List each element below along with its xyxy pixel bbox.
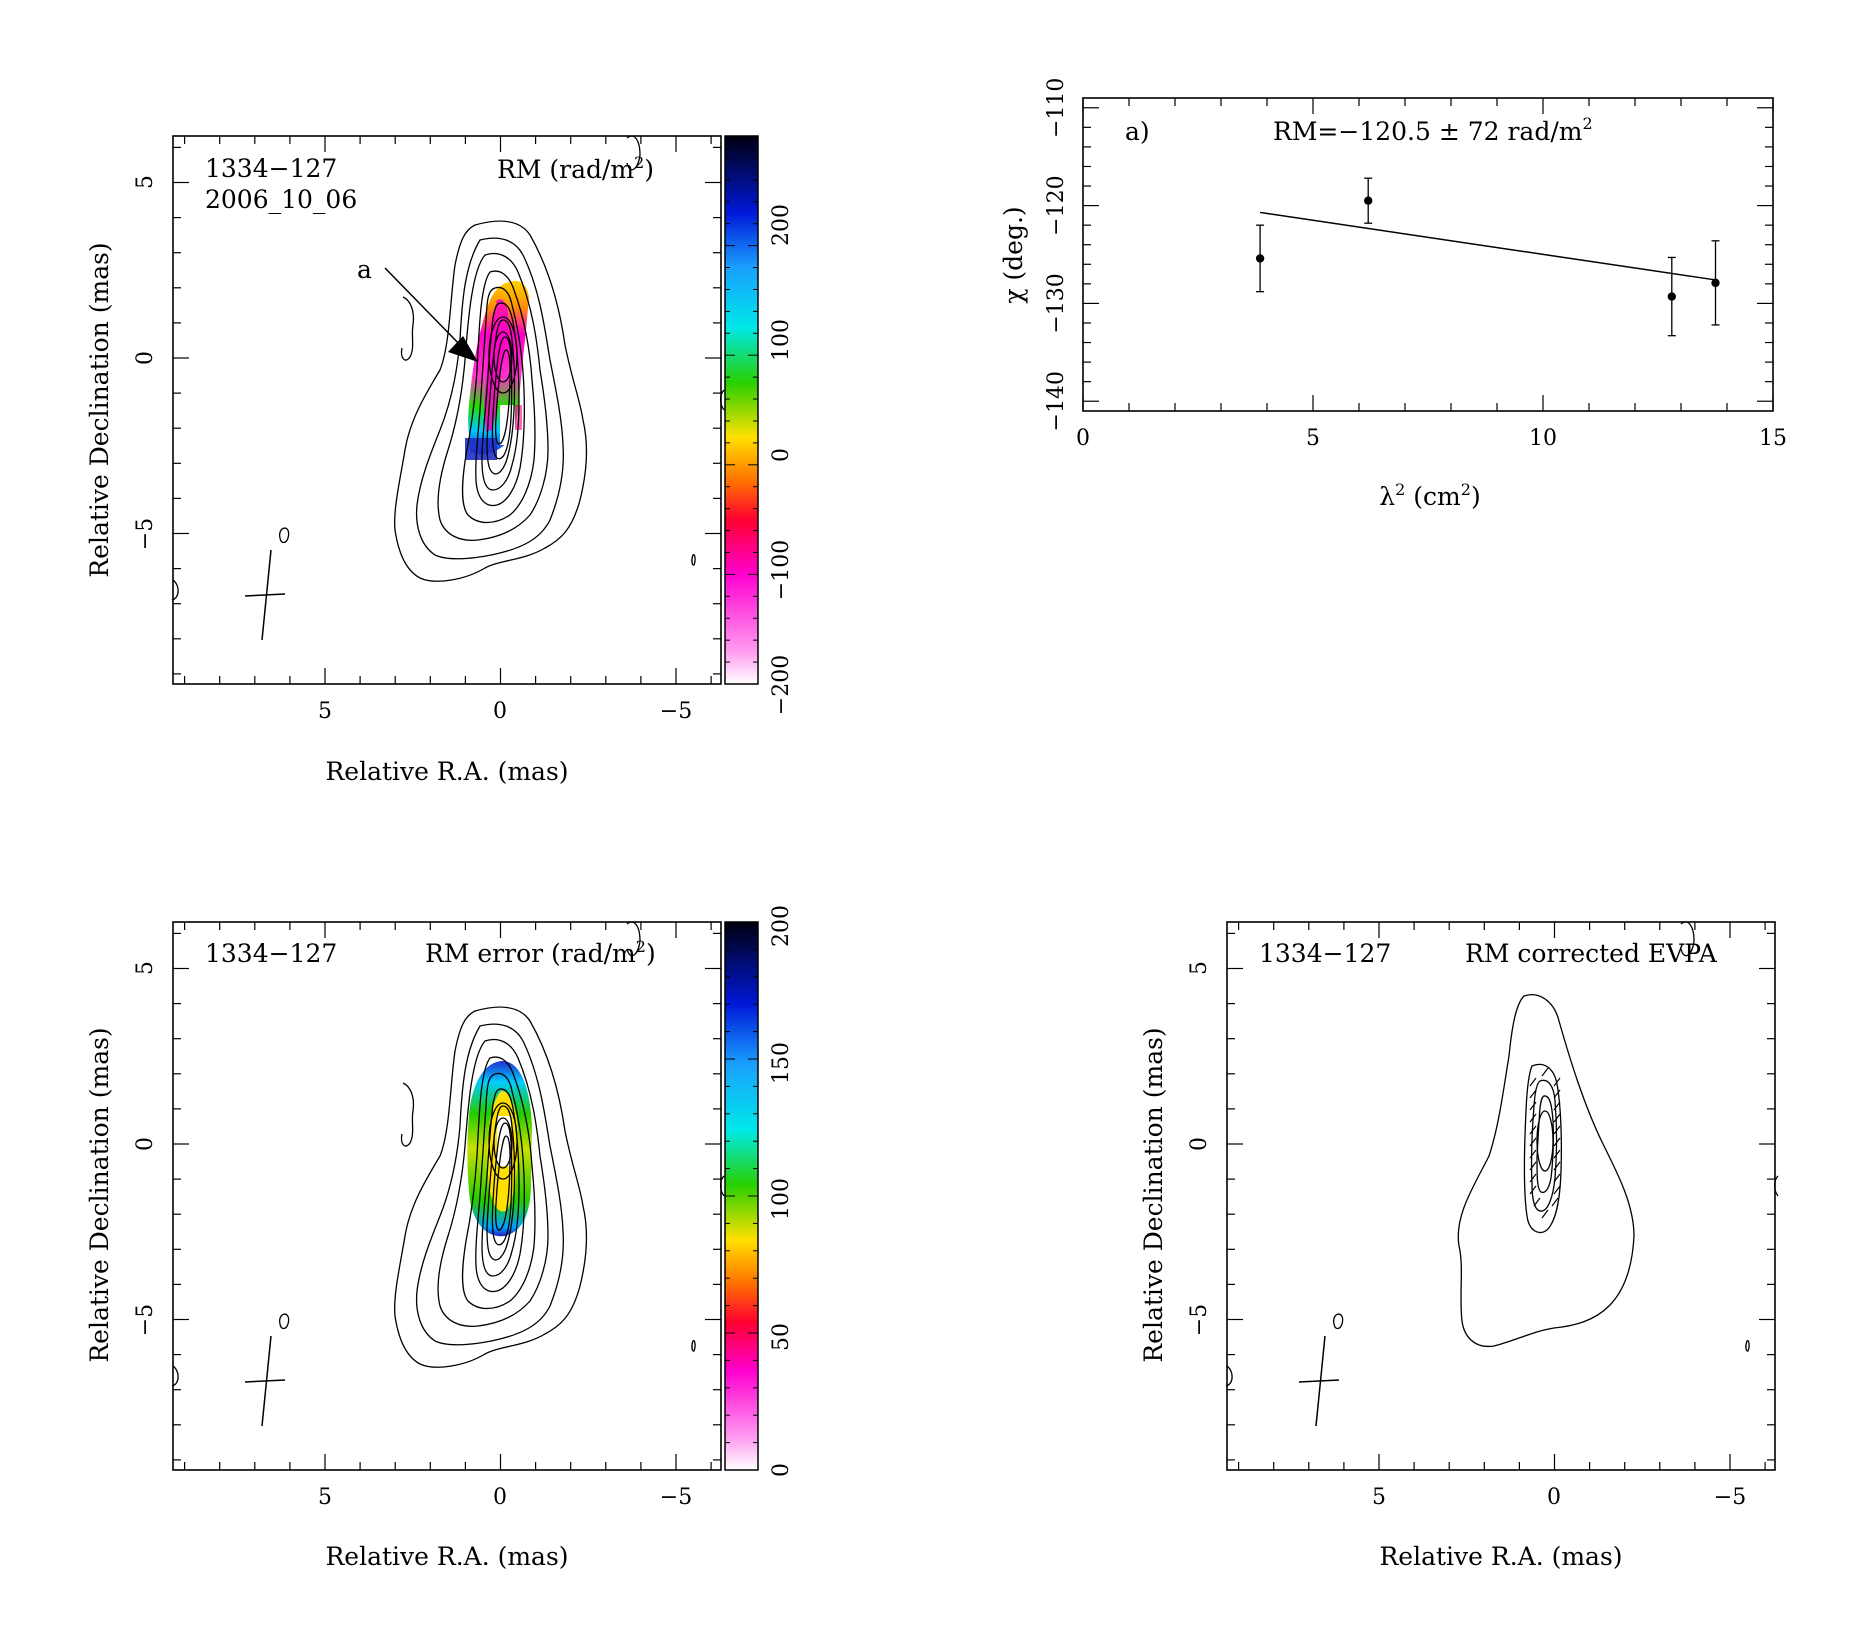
evpa-xtick-label: 0 [1547, 1485, 1561, 1510]
evpa-source-name: 1334−127 [1259, 939, 1391, 968]
evpa-map-label: RM corrected EVPA [1465, 939, 1718, 968]
rm-panel: a 1334−127 2006_10_06 RM (rad/m2) 5 0 −5… [85, 135, 794, 786]
rm-ylabel: Relative Declination (mas) [85, 242, 114, 577]
beam-marker [1298, 1335, 1340, 1427]
rmerr-colorbar-tick: 0 [769, 1463, 794, 1477]
rmerr-colorbar-tick: 200 [769, 905, 794, 947]
rm-map-label: RM (rad/m2) [497, 153, 654, 184]
data-point [1364, 196, 1373, 205]
rmerr-frame [172, 921, 722, 1471]
rm-colorbar-tick: 100 [769, 319, 794, 361]
fit-marks [1255, 177, 1720, 337]
rmerr-xtick-label: −5 [660, 1485, 692, 1510]
fit-frame [1082, 97, 1774, 412]
rm-fit-panel: 0 5 10 15 −110 −120 −130 −140 a) RM=−120.5 ± 72… [999, 78, 1787, 511]
rmerr-ylabel: Relative Declination (mas) [85, 1027, 114, 1362]
rmerr-map-label: RM error (rad/m2) [425, 937, 656, 968]
rm-epoch: 2006_10_06 [205, 185, 357, 214]
beam-marker [244, 549, 286, 641]
evpa-ytick-label: 5 [1187, 961, 1212, 975]
rmerr-xlabel: Relative R.A. (mas) [325, 1542, 568, 1571]
fit-xtick-label: 0 [1076, 426, 1090, 451]
evpa-xtick-label: 5 [1372, 1485, 1386, 1510]
rmerr-axis-ticks [173, 922, 721, 1470]
data-point [1667, 292, 1677, 301]
fit-panel-label: a) [1125, 117, 1150, 146]
rm-axis-ticks [173, 136, 721, 684]
data-point [1255, 254, 1265, 263]
evpa-xtick-label: −5 [1714, 1485, 1746, 1510]
rmerr-colorbar-tick: 100 [769, 1178, 794, 1220]
rm-colorbar-tick: 0 [769, 448, 794, 462]
rm-source-name: 1334−127 [205, 154, 337, 183]
rm-frame [172, 135, 722, 685]
rm-colorbar: −200 −100 0 100 200 [724, 135, 794, 715]
fit-xtick-label: 15 [1759, 426, 1787, 451]
rmerr-colorbar-tick: 50 [769, 1323, 794, 1351]
rm-xtick-label: 5 [318, 699, 332, 724]
evpa-frame [1226, 921, 1776, 1471]
rm-xlabel: Relative R.A. (mas) [325, 757, 568, 786]
rm-ytick-label: −5 [133, 518, 158, 550]
rmerr-ytick-label: 0 [133, 1137, 158, 1151]
rmerr-ytick-label: 5 [133, 961, 158, 975]
rm-colorbar-tick: −200 [769, 655, 794, 715]
rm-ytick-label: 5 [133, 175, 158, 189]
rm-ytick-label: 0 [133, 351, 158, 365]
region-arrow [384, 267, 478, 362]
rm-colorbar-tick: 200 [769, 204, 794, 246]
rmerr-xtick-label: 0 [493, 1485, 507, 1510]
fit-xlabel: λ2 (cm2) [1379, 480, 1480, 511]
beam-marker [244, 1335, 286, 1427]
rm-xtick-label: 0 [493, 699, 507, 724]
evpa-ytick-label: 0 [1187, 1137, 1212, 1151]
evpa-panel: 1334−127 RM corrected EVPA 5 0 −5 5 0 −5… [1139, 921, 1779, 1571]
fit-ytick-label: −120 [1044, 175, 1069, 235]
fit-line [1259, 211, 1716, 281]
rmerr-source-name: 1334−127 [205, 939, 337, 968]
rmerr-xtick-label: 5 [318, 1485, 332, 1510]
rmerr-panel: 1334−127 RM error (rad/m2) 5 0 −5 5 0 −5… [85, 905, 794, 1571]
data-point [1711, 278, 1720, 288]
fit-ytick-label: −140 [1044, 371, 1069, 431]
fit-axis-ticks: 0 5 10 15 −110 −120 −130 −140 [1044, 78, 1787, 451]
rmerr-colorbar: 0 50 100 150 200 [724, 905, 794, 1477]
evpa-axis-ticks [1227, 922, 1775, 1470]
rmerr-contours [171, 921, 725, 1387]
fit-ylabel: χ (deg.) [999, 206, 1028, 303]
region-label-a: a [357, 255, 372, 284]
rmerr-colorbar-tick: 150 [769, 1042, 794, 1084]
evpa-ylabel: Relative Declination (mas) [1139, 1027, 1168, 1362]
fit-xtick-label: 5 [1306, 426, 1320, 451]
rm-xtick-label: −5 [660, 699, 692, 724]
fit-ytick-label: −130 [1044, 273, 1069, 333]
rm-colorbar-tick: −100 [769, 540, 794, 600]
evpa-vectors [1529, 1067, 1561, 1219]
rmerr-ytick-label: −5 [133, 1304, 158, 1336]
fit-annotation: RM=−120.5 ± 72 rad/m2 [1273, 114, 1593, 146]
fit-ytick-label: −110 [1044, 78, 1069, 138]
evpa-xlabel: Relative R.A. (mas) [1379, 1542, 1622, 1571]
fit-xtick-label: 10 [1529, 426, 1557, 451]
evpa-ytick-label: −5 [1187, 1304, 1212, 1336]
